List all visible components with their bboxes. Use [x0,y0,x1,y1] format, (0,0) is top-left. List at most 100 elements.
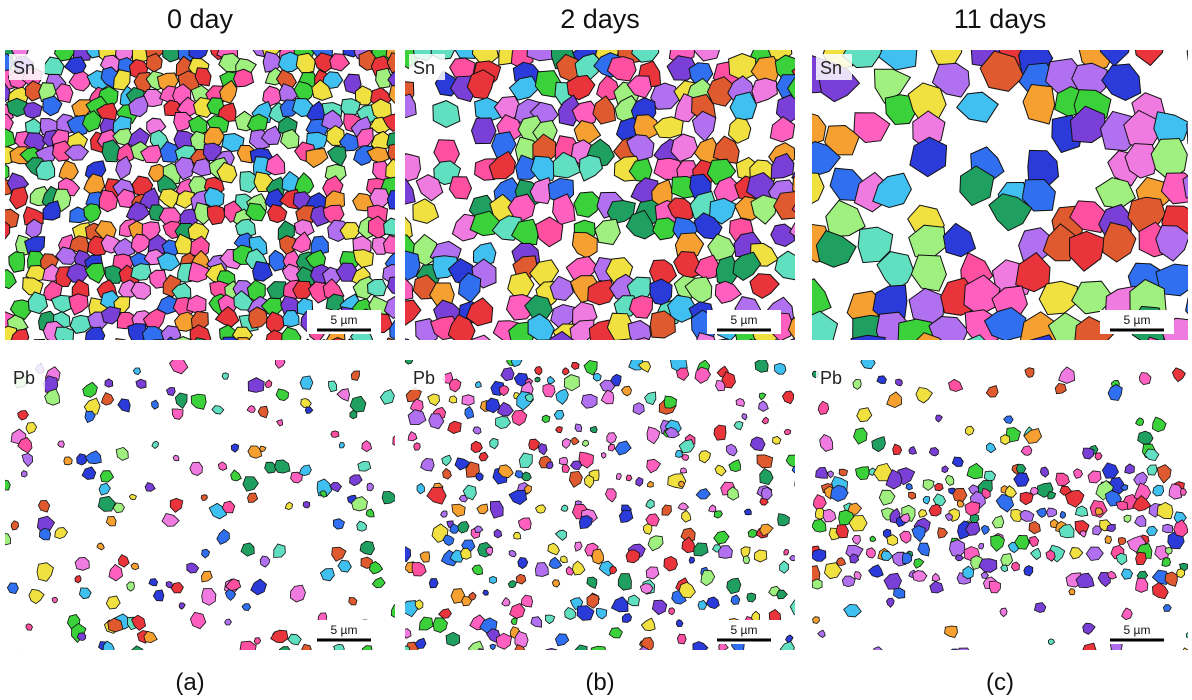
grain [713,510,723,519]
grain [81,109,102,133]
grain [405,178,416,205]
grain [1095,177,1137,209]
grain [98,482,111,496]
grain [599,379,616,393]
grain [412,198,440,224]
grain [211,343,228,360]
grain [791,68,795,77]
grain [201,570,213,583]
grain [1075,572,1095,589]
grain [1115,500,1129,511]
grain [824,562,843,580]
grain [203,186,225,210]
grain [440,510,448,518]
grain [442,371,454,384]
grain [28,588,45,605]
grain [262,85,285,107]
grain [566,74,596,101]
grain [966,462,984,480]
grain [573,120,602,145]
grain [1164,571,1178,587]
grain [677,502,690,511]
grain [485,546,494,556]
grain [590,645,606,650]
grain [252,342,271,359]
grain [1082,642,1097,650]
grain [674,652,689,667]
grain [27,291,49,315]
grain [495,632,512,650]
grain [250,578,267,596]
grain [426,486,447,505]
grain [508,489,528,506]
grain [535,504,547,514]
grain [1152,416,1167,433]
grain [664,426,680,439]
grain [759,467,774,486]
grain [465,297,494,327]
grain [545,461,554,470]
grain [277,220,295,241]
grain [221,500,236,514]
grain [278,646,291,650]
grain [645,498,655,509]
grain [865,547,876,559]
grain [684,276,713,305]
grain [1102,221,1137,263]
grain [128,494,137,501]
grain [366,278,387,297]
grain [743,508,752,516]
grain [1161,557,1171,567]
grain [749,436,766,452]
grain [873,68,912,104]
grain [886,534,899,546]
grain [386,52,395,74]
grain [570,361,580,370]
grain [1115,552,1128,566]
grain [789,599,795,616]
grain [706,76,734,107]
grain [329,481,343,493]
grain [1069,547,1084,560]
grain [712,135,740,164]
grain [436,655,445,663]
grain [609,565,618,575]
grain [102,640,115,650]
grain [392,435,395,446]
grain [331,337,346,340]
grain [901,552,913,565]
grain [1182,647,1188,650]
grain [425,651,439,664]
grain [405,387,422,403]
grain [1107,570,1118,580]
grain [549,330,575,340]
grain [785,634,794,644]
grain [156,252,181,272]
grain [783,549,790,556]
grain [812,310,839,340]
grain [915,386,933,404]
grain [812,548,827,562]
grain [66,263,89,283]
grain [679,467,688,474]
grain [909,136,948,178]
grain [583,474,595,489]
grain [735,398,745,407]
grain [239,640,257,650]
grain [756,454,774,469]
grain [1124,463,1135,475]
grain [397,539,405,547]
grain [470,440,483,454]
grain [1101,462,1119,479]
grain [294,172,315,197]
grain [187,261,210,283]
grain [869,535,877,543]
grain [819,434,834,452]
caption: (b) [585,669,614,696]
grain [988,193,1033,232]
grain [727,486,740,501]
grain [252,260,273,282]
grain [293,80,316,104]
grain [247,492,259,503]
